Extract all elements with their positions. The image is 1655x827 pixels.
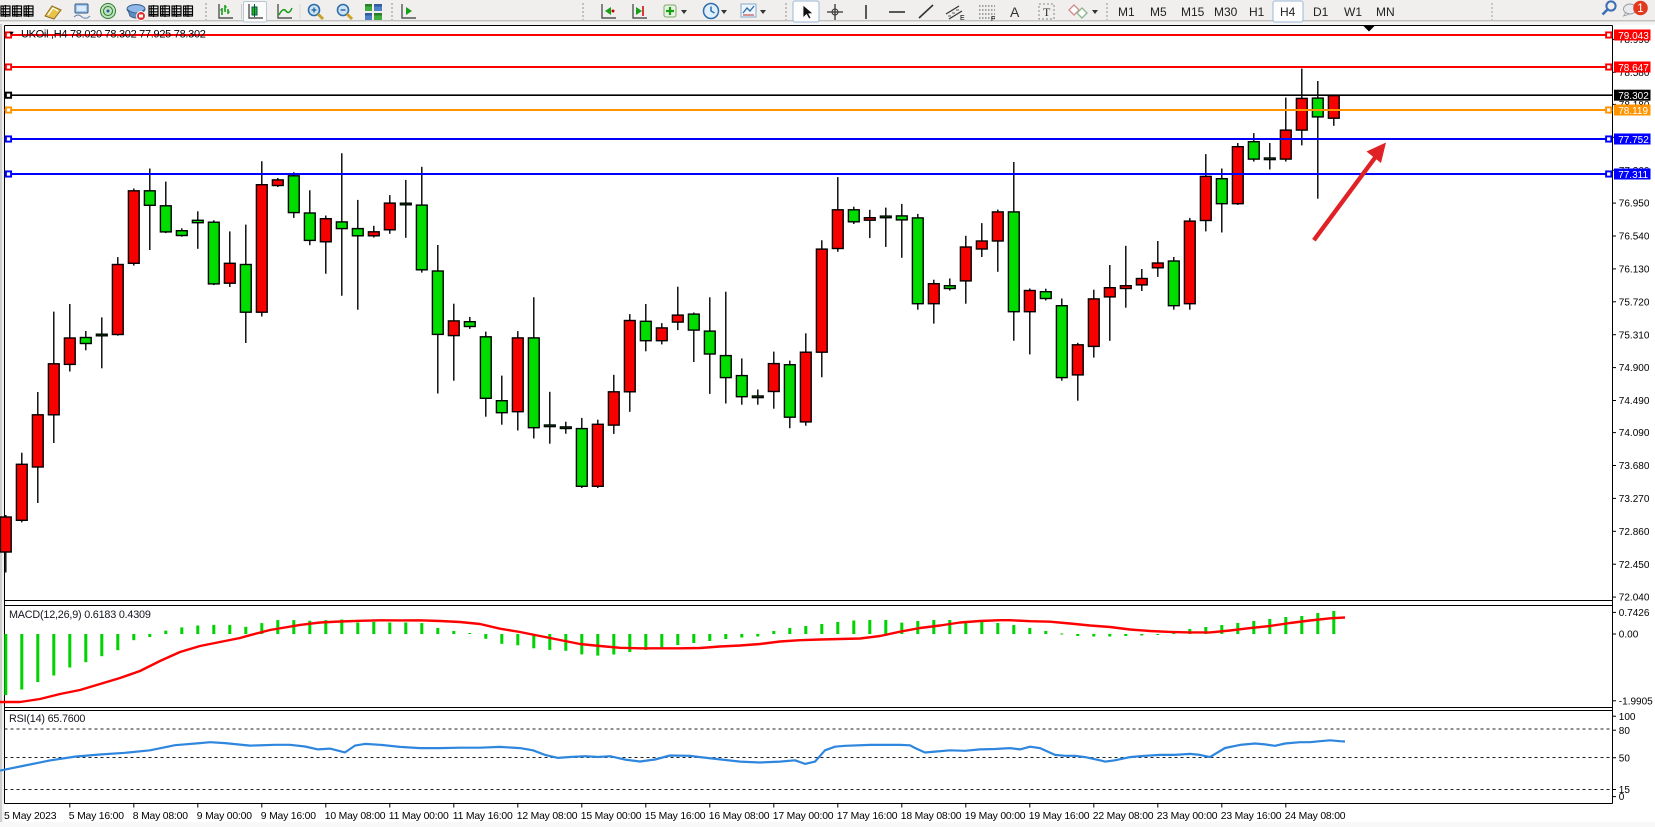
svg-text:9 May 00:00: 9 May 00:00	[197, 811, 252, 822]
svg-text:15 May 16:00: 15 May 16:00	[645, 811, 706, 822]
svg-text:76.540: 76.540	[1619, 232, 1650, 243]
svg-text:H1: H1	[1249, 5, 1265, 19]
svg-text:A: A	[1010, 4, 1020, 20]
svg-text:5 May 16:00: 5 May 16:00	[69, 811, 124, 822]
svg-text:15: 15	[1619, 785, 1631, 796]
svg-text:10 May 08:00: 10 May 08:00	[325, 811, 386, 822]
svg-text:78.302: 78.302	[1618, 91, 1649, 102]
svg-text:76.130: 76.130	[1619, 265, 1650, 276]
svg-text:19 May 16:00: 19 May 16:00	[1029, 811, 1090, 822]
svg-text:73.680: 73.680	[1619, 461, 1650, 472]
svg-text:11 May 16:00: 11 May 16:00	[453, 811, 513, 822]
svg-text:5 May 2023: 5 May 2023	[4, 811, 57, 822]
svg-text:78.119: 78.119	[1618, 106, 1648, 117]
svg-text:74.090: 74.090	[1619, 428, 1650, 439]
svg-text:23 May 16:00: 23 May 16:00	[1221, 811, 1282, 822]
svg-text:72.040: 72.040	[1619, 593, 1650, 604]
svg-text:73.270: 73.270	[1619, 494, 1650, 505]
svg-text:1: 1	[1637, 3, 1643, 15]
svg-text:-1.9905: -1.9905	[1619, 696, 1653, 707]
svg-text:74.490: 74.490	[1619, 396, 1650, 407]
svg-text:72.450: 72.450	[1619, 560, 1650, 571]
svg-text:18 May 08:00: 18 May 08:00	[901, 811, 962, 822]
svg-text:F: F	[991, 16, 995, 23]
svg-text:16 May 08:00: 16 May 08:00	[709, 811, 770, 822]
svg-text:M30: M30	[1214, 5, 1238, 19]
svg-text:77.752: 77.752	[1618, 135, 1649, 146]
svg-text:E: E	[960, 15, 965, 22]
svg-text:M5: M5	[1150, 5, 1167, 19]
svg-text:0.7426: 0.7426	[1619, 608, 1650, 619]
svg-text:24 May 08:00: 24 May 08:00	[1285, 811, 1346, 822]
svg-text:72.860: 72.860	[1619, 527, 1650, 538]
svg-text:19 May 00:00: 19 May 00:00	[965, 811, 1026, 822]
svg-text:22 May 08:00: 22 May 08:00	[1093, 811, 1154, 822]
svg-text:W1: W1	[1344, 5, 1362, 19]
svg-text:78.580: 78.580	[1619, 68, 1650, 79]
svg-text:80: 80	[1619, 726, 1631, 737]
svg-text:RSI(14) 65.7600: RSI(14) 65.7600	[9, 713, 85, 725]
svg-text:M15: M15	[1181, 5, 1205, 19]
svg-text:9 May 16:00: 9 May 16:00	[261, 811, 316, 822]
svg-text:UKOil ,H4 78.020 78.302 77.92: UKOil ,H4 78.020 78.302 77.925 78.302	[21, 29, 206, 41]
svg-text:78.647: 78.647	[1618, 63, 1649, 74]
svg-text:75.310: 75.310	[1619, 330, 1650, 341]
svg-text:T: T	[1043, 5, 1051, 19]
svg-text:77.311: 77.311	[1618, 170, 1648, 181]
svg-text:0.00: 0.00	[1619, 630, 1639, 641]
svg-text:79.043: 79.043	[1618, 31, 1649, 42]
svg-text:15 May 00:00: 15 May 00:00	[581, 811, 642, 822]
svg-text:100: 100	[1619, 712, 1636, 723]
svg-text:0: 0	[1619, 792, 1625, 803]
svg-text:17 May 16:00: 17 May 16:00	[837, 811, 898, 822]
svg-text:75.720: 75.720	[1619, 297, 1650, 308]
svg-text:MN: MN	[1376, 5, 1395, 19]
svg-text:11 May 00:00: 11 May 00:00	[389, 811, 449, 822]
svg-text:74.900: 74.900	[1619, 363, 1650, 374]
svg-text:MACD(12,26,9) 0.6183 0.4309: MACD(12,26,9) 0.6183 0.4309	[9, 609, 151, 621]
svg-text:50: 50	[1619, 753, 1631, 764]
svg-text:M1: M1	[1118, 5, 1135, 19]
svg-text:8 May 08:00: 8 May 08:00	[133, 811, 188, 822]
svg-text:17 May 00:00: 17 May 00:00	[773, 811, 834, 822]
svg-text:23 May 00:00: 23 May 00:00	[1157, 811, 1218, 822]
svg-text:H4: H4	[1280, 5, 1296, 19]
svg-text:76.950: 76.950	[1619, 199, 1650, 210]
svg-text:D1: D1	[1313, 5, 1329, 19]
svg-text:12 May 08:00: 12 May 08:00	[517, 811, 578, 822]
